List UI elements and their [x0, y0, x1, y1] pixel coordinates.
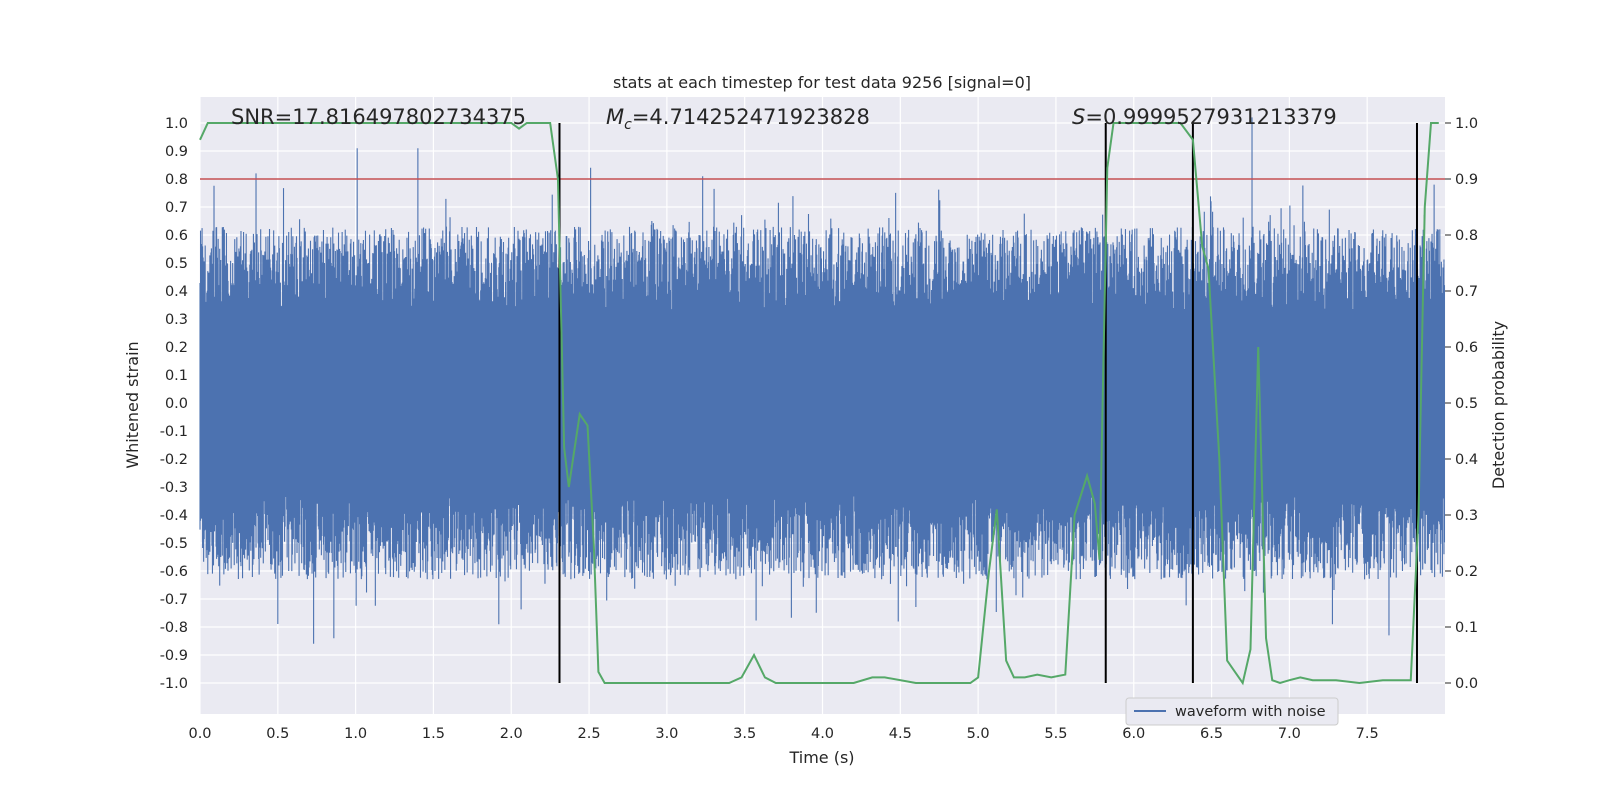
y-tick-label: -1.0: [160, 676, 188, 692]
y-tick-label: 0.7: [165, 200, 188, 216]
x-tick-label: 4.5: [889, 726, 912, 742]
s-symbol: S: [1072, 105, 1085, 129]
waveform-line: [199, 117, 1446, 644]
x-tick-label: 2.5: [578, 726, 601, 742]
y-tick-label: 0.1: [165, 368, 188, 384]
x-tick-label: 7.0: [1278, 726, 1301, 742]
y-tick-label: 0.4: [165, 284, 188, 300]
x-tick-label: 5.5: [1044, 726, 1067, 742]
legend-entry-waveform: waveform with noise: [1175, 704, 1326, 720]
mc-subscript: c: [624, 117, 632, 133]
waveform-series: [199, 117, 1446, 644]
x-tick-label: 1.5: [422, 726, 445, 742]
x-tick-label: 0.0: [188, 726, 211, 742]
legend-box: [1125, 697, 1339, 726]
y-axis-label: Whitened strain: [123, 341, 142, 468]
right-tick-label: 0.1: [1455, 620, 1478, 636]
detection-probability-line: [199, 122, 1439, 686]
y-tick-label: 1.0: [165, 116, 188, 132]
x-axis-label: Time (s): [788, 748, 854, 767]
y-tick-label: -0.6: [160, 564, 188, 580]
y-tick-label: 0.0: [165, 396, 188, 412]
y-tick-label: 0.8: [165, 172, 188, 188]
chart-title: stats at each timestep for test data 925…: [613, 73, 1031, 92]
right-tick-label: 0.7: [1455, 284, 1478, 300]
mc-symbol: M: [606, 105, 624, 129]
y-tick-label: 0.5: [165, 256, 188, 272]
right-tick-label: 0.2: [1455, 564, 1478, 580]
right-tick-label: 0.0: [1455, 676, 1478, 692]
mc-value: =4.714252471923828: [632, 105, 870, 129]
legend: waveform with noise: [1125, 697, 1339, 726]
x-tick-label: 5.0: [967, 726, 990, 742]
y-tick-label: -0.5: [160, 536, 188, 552]
s-value: =0.9999527931213379: [1085, 105, 1336, 129]
right-tick-label: 0.4: [1455, 452, 1478, 468]
y-tick-label: -0.2: [160, 452, 188, 468]
y-tick-label: -0.1: [160, 424, 188, 440]
x-tick-label: 4.0: [811, 726, 834, 742]
x-tick-label: 1.0: [344, 726, 367, 742]
snr-annotation: SNR=17.816497802734375: [231, 105, 526, 129]
y-tick-label: -0.4: [160, 508, 188, 524]
y-tick-label: 0.2: [165, 340, 188, 356]
x-tick-label: 6.5: [1200, 726, 1223, 742]
x-tick-label: 3.5: [733, 726, 756, 742]
y-tick-label: -0.8: [160, 620, 188, 636]
right-tick-label: 0.8: [1455, 228, 1478, 244]
right-tick-label: 0.5: [1455, 396, 1478, 412]
x-tick-label: 6.0: [1122, 726, 1145, 742]
x-tick-label: 2.0: [500, 726, 523, 742]
y-axis-label-right: Detection probability: [1489, 321, 1508, 489]
y-tick-label: -0.3: [160, 480, 188, 496]
y-tick-label: -0.9: [160, 648, 188, 664]
mc-annotation: Mc=4.714252471923828: [606, 105, 870, 133]
x-tick-label: 0.5: [266, 726, 289, 742]
right-tick-label: 1.0: [1455, 116, 1478, 132]
y-tick-label: 0.9: [165, 144, 188, 160]
s-annotation: S=0.9999527931213379: [1072, 105, 1337, 129]
x-tick-label: 7.5: [1356, 726, 1379, 742]
x-tick-label: 3.0: [655, 726, 678, 742]
y-tick-label: -0.7: [160, 592, 188, 608]
y-tick-label: 0.3: [165, 312, 188, 328]
right-tick-label: 0.9: [1455, 172, 1478, 188]
right-tick-label: 0.6: [1455, 340, 1478, 356]
y-tick-label: 0.6: [165, 228, 188, 244]
right-tick-label: 0.3: [1455, 508, 1478, 524]
axis-ticks: 0.0 0.5 1.0 1.5 2.0 2.5 3.0 3.5 4.0 4.5 5.0 5.5 6.0 6…: [160, 116, 1478, 742]
probability-series: [199, 122, 1439, 686]
